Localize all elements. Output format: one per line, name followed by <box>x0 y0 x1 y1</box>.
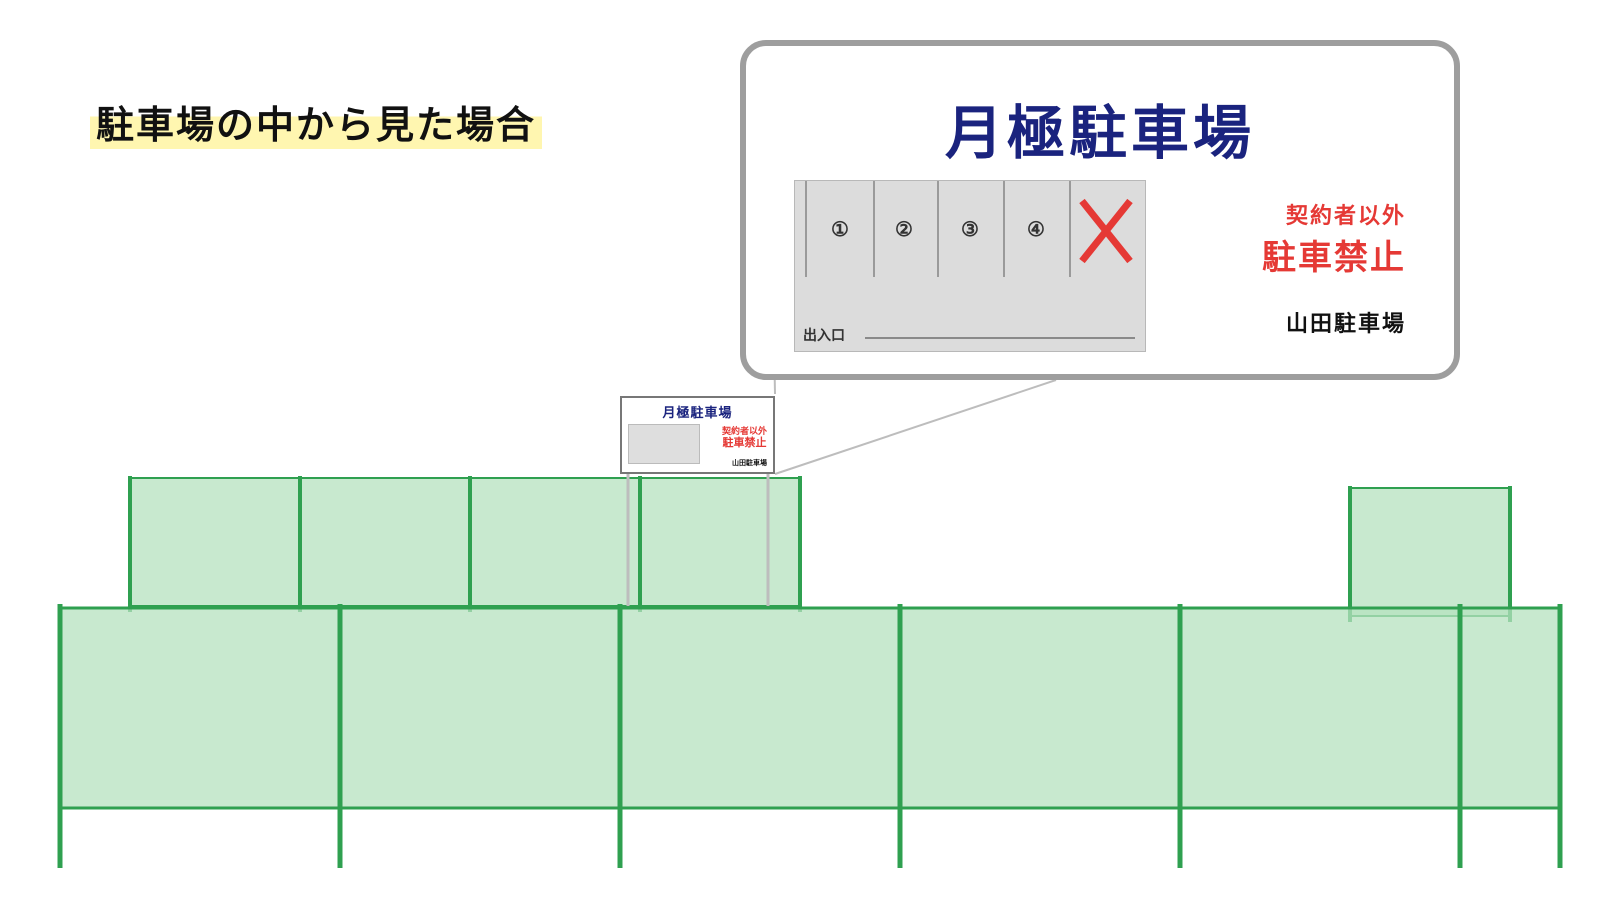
leader-line <box>775 380 1056 474</box>
exit-line <box>865 337 1135 339</box>
back-fence <box>130 476 800 612</box>
lot-slot: ① <box>805 181 875 277</box>
back-fence-right <box>1350 486 1510 622</box>
warn-line1: 契約者以外 <box>1286 198 1406 230</box>
lot-slot-x <box>1073 181 1139 277</box>
lot-name: 山田駐車場 <box>1286 306 1406 338</box>
lot-slot: ④ <box>1003 181 1071 277</box>
lot-slot: ② <box>871 181 939 277</box>
lot-slot: ③ <box>937 181 1005 277</box>
sign-title: 月極駐車場 <box>760 86 1440 170</box>
tiny-sign: 月極駐車場 契約者以外駐車禁止 山田駐車場 <box>620 396 775 474</box>
diagram-stage: 駐車場の中から見た場合 月極駐車場 契約者以外駐車禁止 山田駐車場 月極駐車場 <box>0 0 1600 900</box>
tiny-sign-warn: 契約者以外駐車禁止 <box>722 426 767 450</box>
sign-callout-inner: 月極駐車場 ① ② ③ ④ 出入口 契約者以外 駐車禁止 山田駐車場 <box>760 60 1440 360</box>
tiny-sign-title: 月極駐車場 <box>622 402 773 421</box>
tiny-sign-lotname: 山田駐車場 <box>732 458 767 468</box>
exit-label: 出入口 <box>803 325 845 345</box>
front-fence <box>60 604 1560 868</box>
tiny-lot-icon <box>628 424 700 464</box>
sign-callout: 月極駐車場 ① ② ③ ④ 出入口 契約者以外 駐車禁止 山田駐車場 <box>740 40 1460 380</box>
sign-lot-map: ① ② ③ ④ 出入口 <box>794 180 1146 352</box>
warn-line2: 駐車禁止 <box>1262 230 1406 279</box>
